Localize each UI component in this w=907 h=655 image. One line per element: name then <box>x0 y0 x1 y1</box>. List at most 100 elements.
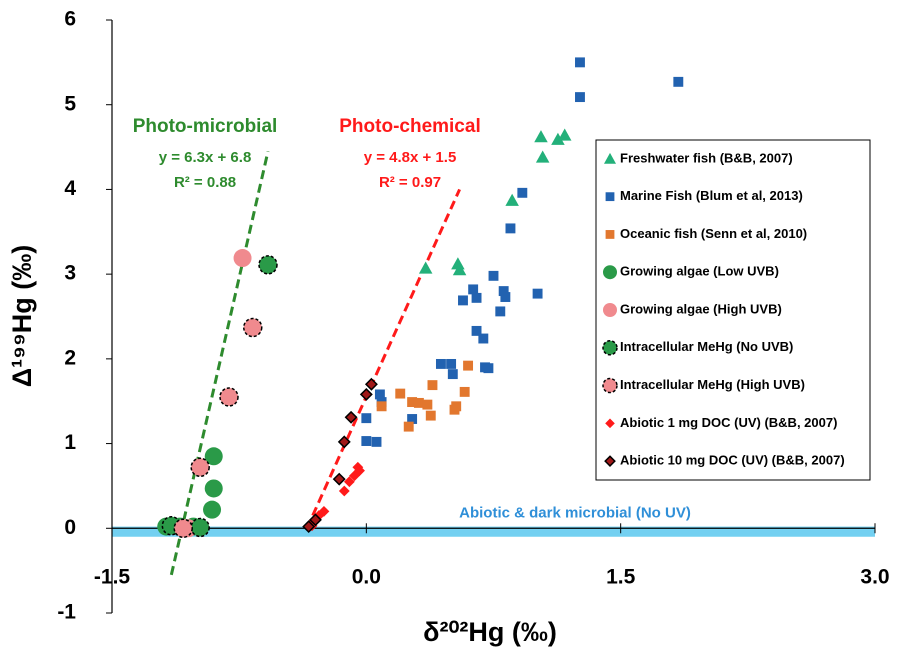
x-tick-label: -1.5 <box>94 566 131 589</box>
fit-name: Photo-chemical <box>339 116 480 137</box>
legend-label: Freshwater fish (B&B, 2007) <box>620 150 793 165</box>
point <box>451 401 462 412</box>
fit-name: Photo-microbial <box>133 116 278 137</box>
legend-label: Intracellular MeHg (No UVB) <box>620 339 793 354</box>
point <box>435 358 446 369</box>
series <box>418 128 572 276</box>
legend-marker <box>604 455 616 467</box>
legend-marker <box>603 265 617 280</box>
fit-r2: R² = 0.97 <box>379 174 441 191</box>
point <box>495 306 506 317</box>
y-tick-label: 1 <box>64 431 76 454</box>
series <box>376 360 474 432</box>
point <box>364 377 378 391</box>
point <box>258 255 278 275</box>
x-tick-label: 3.0 <box>860 566 889 589</box>
legend-label: Abiotic 10 mg DOC (UV) (B&B, 2007) <box>620 453 845 468</box>
point <box>505 193 519 206</box>
point <box>500 292 511 302</box>
point <box>361 413 372 424</box>
band-label: Abiotic & dark microbial (No UV) <box>459 505 691 522</box>
point <box>190 517 210 538</box>
y-tick-label: -1 <box>57 601 76 624</box>
point <box>575 92 585 103</box>
point <box>575 57 585 68</box>
point <box>517 187 528 198</box>
legend-marker <box>605 192 615 202</box>
point <box>413 397 424 408</box>
legend-marker <box>605 230 615 239</box>
legend-label: Intracellular MeHg (High UVB) <box>620 377 805 392</box>
point <box>361 436 372 446</box>
point <box>374 389 385 400</box>
point <box>535 150 550 163</box>
point <box>190 457 210 478</box>
y-tick-label: 4 <box>64 177 76 200</box>
point <box>551 132 565 145</box>
point <box>488 270 499 281</box>
legend-box <box>595 139 871 481</box>
legend-marker <box>603 303 617 317</box>
point <box>354 465 365 477</box>
point <box>532 288 543 299</box>
point <box>534 130 548 143</box>
point <box>371 436 382 447</box>
point <box>425 410 436 421</box>
fit-line <box>305 188 461 529</box>
legend-label: Oceanic fish (Senn et al, 2010) <box>620 226 807 241</box>
point <box>673 76 684 87</box>
point <box>219 387 239 407</box>
legend-label: Abiotic 1 mg DOC (UV) (B&B, 2007) <box>620 415 837 430</box>
point <box>483 363 494 374</box>
point <box>204 447 223 466</box>
series <box>302 377 378 534</box>
series <box>173 317 263 539</box>
point <box>403 421 414 432</box>
point <box>557 128 572 141</box>
point <box>338 485 350 497</box>
point <box>468 284 479 295</box>
point <box>452 263 467 276</box>
point <box>233 249 252 268</box>
fit-line <box>169 150 270 576</box>
point <box>478 333 489 344</box>
legend-label: Growing algae (Low UVB) <box>620 264 779 279</box>
point <box>332 472 346 486</box>
point <box>204 479 223 498</box>
fit-equation: y = 6.3x + 6.8 <box>159 149 252 166</box>
point <box>318 505 330 517</box>
point <box>447 369 458 380</box>
point <box>427 380 438 391</box>
point <box>407 397 418 408</box>
y-tick-label: 3 <box>64 262 76 285</box>
point <box>302 520 316 534</box>
y-tick-label: 6 <box>64 8 76 31</box>
fit-equation: y = 4.8x + 1.5 <box>364 149 457 166</box>
y-tick-label: 2 <box>64 346 76 369</box>
x-axis-title: δ²⁰²Hg (‰) <box>423 617 557 647</box>
x-tick-label: 0.0 <box>352 566 381 589</box>
point <box>309 513 322 527</box>
point <box>463 360 474 371</box>
point <box>203 500 222 519</box>
point <box>418 261 433 274</box>
x-tick-label: 1.5 <box>606 566 636 589</box>
y-axis-title: Δ¹⁹⁹Hg (‰) <box>7 245 37 388</box>
reference-band <box>112 526 875 537</box>
legend-marker <box>602 377 618 394</box>
point <box>459 386 470 397</box>
point <box>407 414 418 424</box>
y-tick-label: 0 <box>64 516 76 539</box>
point <box>242 317 263 338</box>
point <box>395 388 406 399</box>
point <box>505 223 516 234</box>
point <box>422 399 433 410</box>
point <box>446 358 457 369</box>
point <box>344 410 358 424</box>
y-tick-label: 5 <box>64 92 76 115</box>
legend-label: Growing algae (High UVB) <box>620 301 782 316</box>
point <box>337 435 351 449</box>
point <box>471 292 482 303</box>
point <box>359 387 373 401</box>
